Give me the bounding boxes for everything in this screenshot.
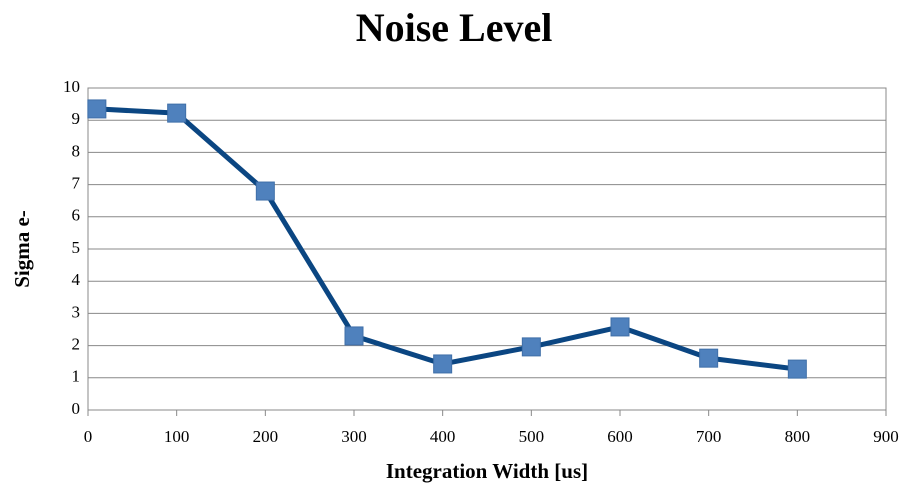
x-axis-title: Integration Width [us]: [386, 459, 588, 483]
y-tick-label: 7: [72, 174, 81, 193]
plot-border: [87, 87, 887, 411]
x-tick-label: 600: [607, 427, 633, 446]
y-tick-label: 1: [72, 367, 81, 386]
y-axis-title: Sigma e-: [10, 210, 34, 288]
y-tick-label: 0: [72, 399, 81, 418]
y-tick-label: 10: [63, 77, 80, 96]
y-tick-label: 8: [72, 141, 81, 160]
marker: [87, 99, 107, 119]
marker: [255, 181, 275, 201]
chart-title: Noise Level: [356, 5, 553, 50]
x-tick-label: 200: [253, 427, 279, 446]
marker: [521, 337, 541, 357]
y-tick-label: 6: [72, 206, 81, 225]
y-tick-label: 4: [72, 270, 81, 289]
line: [96, 106, 798, 372]
marker: [787, 359, 807, 379]
x-tick-label: 700: [696, 427, 722, 446]
marker: [167, 103, 187, 123]
x-tick-label: 300: [341, 427, 367, 446]
marker: [344, 326, 364, 346]
x-tick-label: 400: [430, 427, 456, 446]
x-tick-label: 0: [84, 427, 93, 446]
x-tick-label: 900: [873, 427, 899, 446]
y-tick-label: 3: [72, 302, 81, 321]
x-tick-label: 500: [519, 427, 545, 446]
y-tick-label: 5: [72, 238, 81, 257]
x-tick-label: 800: [785, 427, 811, 446]
y-tick-label: 2: [72, 335, 81, 354]
marker: [433, 354, 453, 374]
x-tick-label: 100: [164, 427, 190, 446]
y-tick-label: 9: [72, 109, 81, 128]
marker: [610, 317, 630, 337]
marker: [699, 348, 719, 368]
